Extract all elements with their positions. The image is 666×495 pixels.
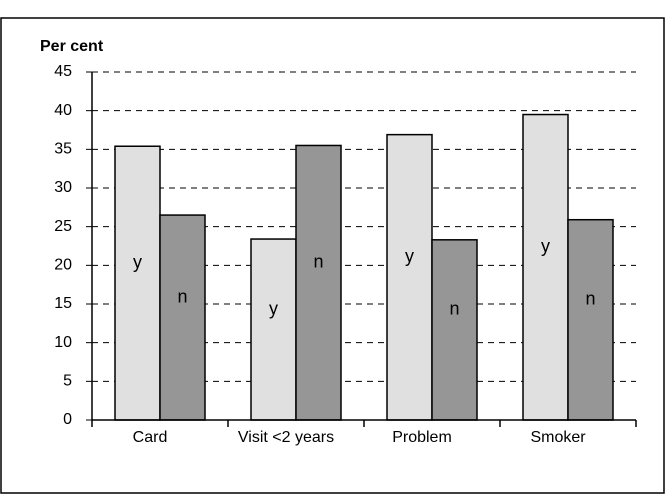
- y-tick-label: 20: [54, 257, 72, 274]
- y-tick-label: 0: [63, 411, 72, 428]
- y-tick-label: 45: [54, 63, 72, 80]
- y-tick-label: 25: [54, 218, 72, 235]
- bar: [431, 239, 478, 421]
- bar: [159, 214, 206, 421]
- bar: [295, 144, 342, 421]
- y-tick-label: 15: [54, 295, 72, 312]
- bar-series-label: y: [541, 236, 550, 256]
- x-tick-label: Card: [133, 429, 168, 446]
- bar-series-label: n: [449, 299, 459, 319]
- bar-series-label: n: [313, 251, 323, 271]
- bar-series-label: n: [585, 289, 595, 309]
- y-axis-label: Per cent: [40, 38, 104, 55]
- x-tick-label: Visit <2 years: [238, 429, 334, 446]
- bar-series-label: y: [133, 252, 142, 272]
- frame: [0, 17, 665, 494]
- y-tick-label: 10: [54, 334, 72, 351]
- y-tick-label: 30: [54, 179, 72, 196]
- x-tick-label: Problem: [392, 429, 452, 446]
- bar: [386, 133, 433, 421]
- bar-series-label: n: [177, 286, 187, 306]
- bar: [114, 145, 161, 421]
- bar: [250, 238, 297, 421]
- y-tick-label: 40: [54, 102, 72, 119]
- bar-series-label: y: [405, 246, 414, 266]
- bar: [522, 113, 569, 421]
- bar: [567, 218, 614, 421]
- y-tick-label: 5: [63, 373, 72, 390]
- y-tick-label: 35: [54, 141, 72, 158]
- x-tick-label: Smoker: [530, 429, 586, 446]
- bar-series-label: y: [269, 298, 278, 318]
